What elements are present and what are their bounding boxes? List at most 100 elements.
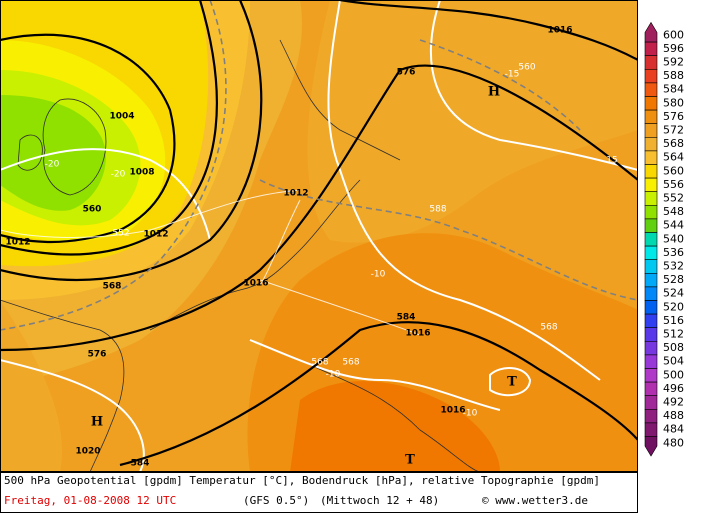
colorbar-cap	[644, 436, 658, 457]
map: 1016 576 -15 560 H 1004 -20 1008 -20 15 …	[0, 0, 638, 472]
colorbar-cell	[644, 150, 658, 165]
contour-label: 552	[112, 229, 129, 239]
colorbar-label: 600	[663, 28, 684, 41]
contour-label: 584	[397, 313, 416, 323]
colorbar-label: 488	[663, 409, 684, 422]
colorbar-cell	[644, 69, 658, 84]
colorbar-cell	[644, 408, 658, 424]
colorbar-cell	[644, 123, 658, 138]
colorbar-cell	[644, 381, 658, 397]
contour-label: 576	[397, 68, 416, 78]
contour-label: 1012	[283, 189, 308, 199]
colorbar-label: 520	[663, 300, 684, 313]
contour-label: -10	[326, 370, 341, 380]
colorbar-cap	[644, 21, 658, 43]
contour-label: -10	[371, 270, 386, 280]
contour-label: 560	[83, 205, 102, 215]
isotherms	[0, 0, 638, 472]
colorbar-cell	[644, 354, 658, 369]
contour-label: -20	[45, 160, 60, 170]
colorbar-label: 492	[663, 396, 684, 409]
footer-description: 500 hPa Geopotential [gpdm] Temperatur […	[4, 474, 600, 487]
colorbar-cell	[644, 259, 658, 274]
contour-label: 568	[540, 323, 557, 333]
contour-label: 568	[342, 358, 359, 368]
colorbar-label: 568	[663, 137, 684, 150]
contour-label: 1004	[109, 112, 134, 122]
colorbar-cell	[644, 300, 658, 315]
colorbar-cell	[644, 340, 658, 356]
colorbar-label: 580	[663, 96, 684, 109]
colorbar-cell	[644, 205, 658, 220]
colorbar-cell	[644, 245, 658, 261]
pressure-center: T	[405, 453, 415, 468]
contour-label: 1016	[440, 406, 465, 416]
footer-date: Freitag, 01-08-2008 12 UTC	[4, 494, 176, 507]
colorbar-cell	[644, 96, 658, 111]
colorbar-cell	[644, 286, 658, 301]
colorbar-label: 532	[663, 260, 684, 273]
colorbar-label: 596	[663, 42, 684, 55]
footer-run: (Mittwoch 12 + 48)	[320, 494, 439, 507]
colorbar-label: 512	[663, 328, 684, 341]
colorbar-cell	[644, 109, 658, 124]
map-frame	[0, 0, 638, 472]
colorbar-cell	[644, 191, 658, 206]
colorbar-label: 548	[663, 205, 684, 218]
contour-label: 1016	[243, 279, 268, 289]
contour-label: 568	[103, 282, 122, 292]
contour-label: -20	[111, 170, 126, 180]
pressure-center: H	[91, 415, 103, 430]
contour-label: 576	[88, 350, 107, 360]
topography-contours	[0, 0, 638, 331]
colorbar-label: 552	[663, 192, 684, 205]
colorbar-cell	[644, 164, 658, 179]
colorbar-cell	[644, 272, 658, 288]
colorbar-label: 572	[663, 124, 684, 137]
footer-model: (GFS 0.5°)	[243, 494, 309, 507]
contour-label: -10	[463, 409, 478, 419]
contour-label: 1016	[547, 26, 572, 36]
colorbar-label: 584	[663, 83, 684, 96]
colorbar-cell	[644, 177, 658, 193]
colorbar-label: 592	[663, 56, 684, 69]
contour-label: 1016	[405, 329, 430, 339]
colorbar-cell	[644, 232, 658, 247]
pressure-center: T	[507, 375, 517, 390]
colorbar-cell	[644, 137, 658, 152]
colorbar-cell	[644, 55, 658, 70]
colorbar-label: 560	[663, 164, 684, 177]
colorbar-label: 484	[663, 423, 684, 436]
contour-label: 1020	[75, 447, 100, 457]
contour-label: 15	[606, 156, 617, 166]
colorbar-label: 524	[663, 287, 684, 300]
contour-label: 588	[429, 205, 446, 215]
pressure-contours	[0, 189, 421, 336]
contour-label: 568	[311, 358, 328, 368]
colorbar-cell	[644, 41, 658, 56]
colorbar-label: 528	[663, 273, 684, 286]
colorbar-label: 540	[663, 232, 684, 245]
colorbar-cell	[644, 395, 658, 410]
colorbar-label: 508	[663, 341, 684, 354]
contour-label: -15	[505, 70, 520, 80]
colorbar-cell	[644, 327, 658, 342]
contour-label: 560	[518, 63, 535, 73]
footer-credit: © www.wetter3.de	[482, 494, 588, 507]
colorbar-label: 576	[663, 110, 684, 123]
pressure-center: H	[488, 85, 500, 100]
colorbar-label: 500	[663, 368, 684, 381]
colorbar-label: 536	[663, 246, 684, 259]
colorbar-label: 564	[663, 151, 684, 164]
colorbar-label: 496	[663, 382, 684, 395]
colorbar: 6005965925885845805765725685645605565525…	[644, 21, 684, 457]
colorbar-cell	[644, 368, 658, 383]
colorbar-label: 504	[663, 355, 684, 368]
colorbar-label: 516	[663, 314, 684, 327]
colorbar-label: 544	[663, 219, 684, 232]
colorbar-cell	[644, 313, 658, 329]
contour-label: 584	[131, 459, 150, 469]
geopotential-contours	[0, 0, 638, 467]
footer-box	[0, 472, 638, 513]
